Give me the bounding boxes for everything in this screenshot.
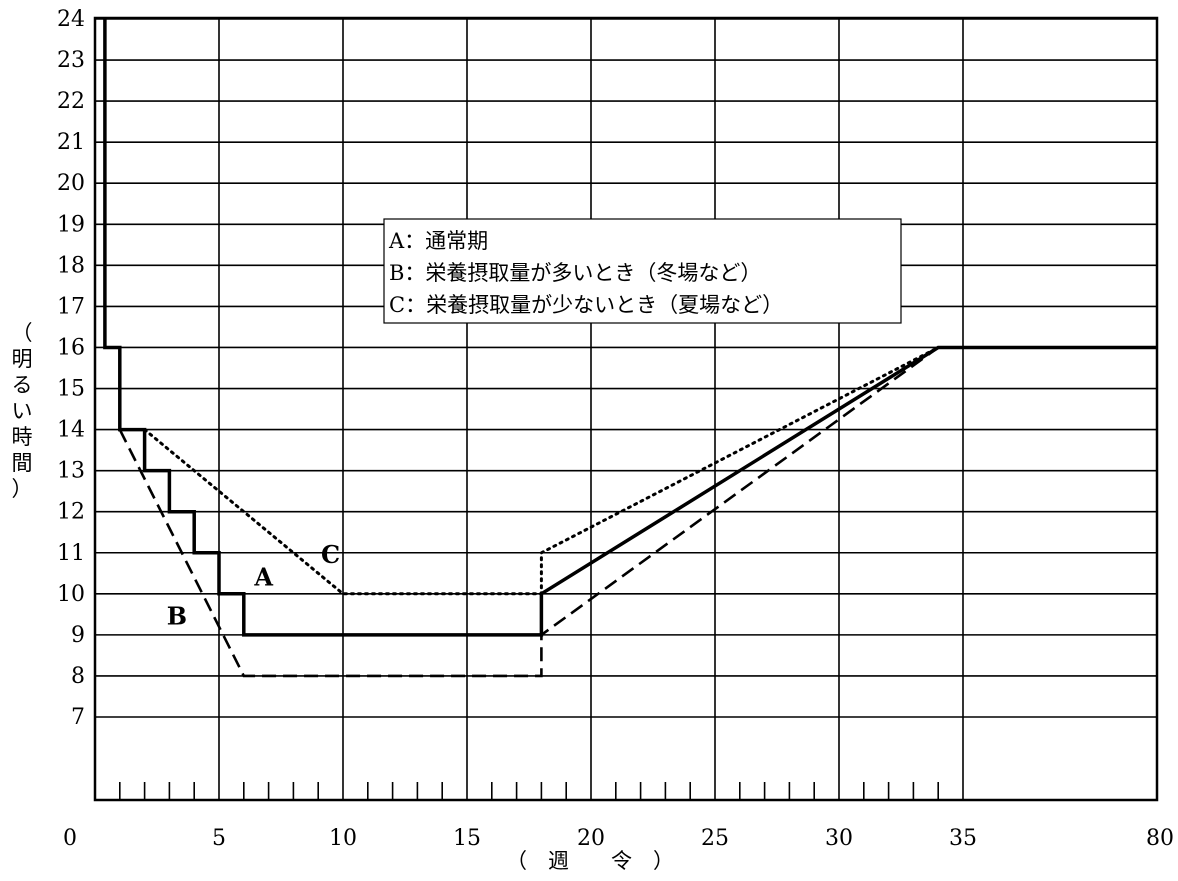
series-label-a: A <box>253 563 273 592</box>
grid <box>95 18 1157 800</box>
minor-ticks <box>119 782 940 800</box>
series-label-b: B <box>167 602 187 631</box>
legend-entry-b: B：栄養摂取量が多いとき（冬場など） <box>389 261 761 285</box>
y-tick-label-14: 14 <box>57 418 85 443</box>
x-tick-label-15: 15 <box>453 826 481 851</box>
legend-entry-a: A：通常期 <box>388 229 488 253</box>
x-tick-label-80: 80 <box>1146 826 1174 851</box>
y-tick-labels: 7 8 9 10 11 12 13 14 15 16 17 18 19 20 21 22 23 24 <box>57 7 85 730</box>
y-axis-title-text: （明るい時間） <box>12 321 33 501</box>
y-tick-label-16: 16 <box>57 335 85 360</box>
y-tick-label-13: 13 <box>57 459 85 484</box>
y-tick-label-19: 19 <box>57 212 85 237</box>
series-line-c <box>143 346 940 596</box>
x-tick-label-20: 20 <box>577 826 605 851</box>
legend: A：通常期 B：栄養摂取量が多いとき（冬場など） C：栄養摂取量が少ないとき（夏… <box>383 218 902 324</box>
series-line-a <box>103 19 1157 637</box>
x-tick-label-25: 25 <box>701 826 729 851</box>
y-tick-label-9: 9 <box>71 623 85 648</box>
y-tick-label-18: 18 <box>57 253 85 278</box>
x-axis-title: （ 週 令 ） <box>506 849 674 873</box>
y-tick-label-17: 17 <box>57 294 85 319</box>
series-lines <box>103 19 1157 678</box>
y-tick-label-10: 10 <box>57 582 85 607</box>
y-tick-label-22: 22 <box>57 89 85 114</box>
y-tick-label-23: 23 <box>57 48 85 73</box>
series-label-c: C <box>321 540 340 569</box>
y-tick-label-8: 8 <box>71 664 85 689</box>
y-tick-label-12: 12 <box>57 500 85 525</box>
y-tick-label-15: 15 <box>57 377 85 402</box>
x-tick-label-5: 5 <box>212 826 226 851</box>
legend-box <box>383 218 902 324</box>
y-tick-label-11: 11 <box>57 541 85 566</box>
x-tick-label-35: 35 <box>949 826 977 851</box>
y-axis-title: （明るい時間） <box>12 321 33 501</box>
x-tick-labels: 0 5 10 15 20 25 30 35 80 <box>63 826 1174 851</box>
y-tick-label-7: 7 <box>71 705 85 730</box>
x-tick-label-0: 0 <box>63 826 77 851</box>
series-labels: A B C <box>167 540 340 631</box>
plot-frame <box>93 16 1159 802</box>
y-tick-label-21: 21 <box>57 130 85 155</box>
x-tick-label-30: 30 <box>825 826 853 851</box>
y-tick-label-20: 20 <box>57 171 85 196</box>
x-tick-label-10: 10 <box>329 826 357 851</box>
legend-entry-c: C：栄養摂取量が少ないとき（夏場など） <box>389 293 783 317</box>
series-line-b <box>118 346 939 678</box>
y-tick-label-24: 24 <box>57 7 85 32</box>
